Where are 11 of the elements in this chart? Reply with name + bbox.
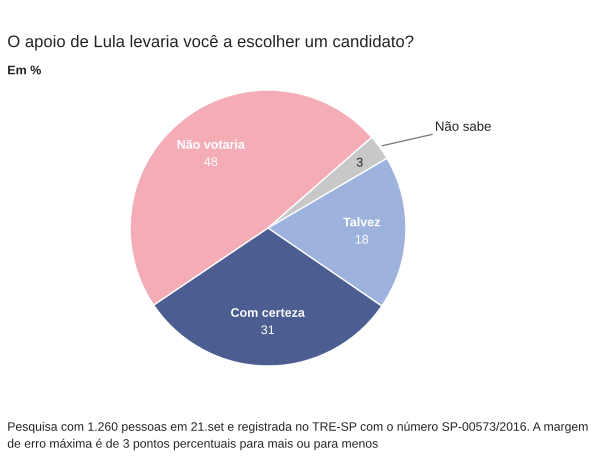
text: Em % [8, 66, 41, 74]
chart-title: O apoio de Lula levaria você a escolher um candidato? [8, 34, 414, 51]
data-label: 18 [356, 234, 368, 244]
text: Pesquisa com 1.260 pessoas em 21.set e registrada no TRE-SP com o número SP-00573/2016. A margem de erro máxima é de 3 pontos percentuais para mais ou para menos [8, 422, 588, 450]
slice-label: Com certeza [231, 308, 305, 317]
data-label: 3 [356, 158, 363, 167]
data-label: 48 [204, 157, 218, 166]
slice-label: Não sabe [436, 121, 491, 131]
data-label: 31 [261, 325, 274, 334]
slice-label: Talvez [343, 217, 380, 226]
slice-label: Não votaria [178, 140, 245, 149]
